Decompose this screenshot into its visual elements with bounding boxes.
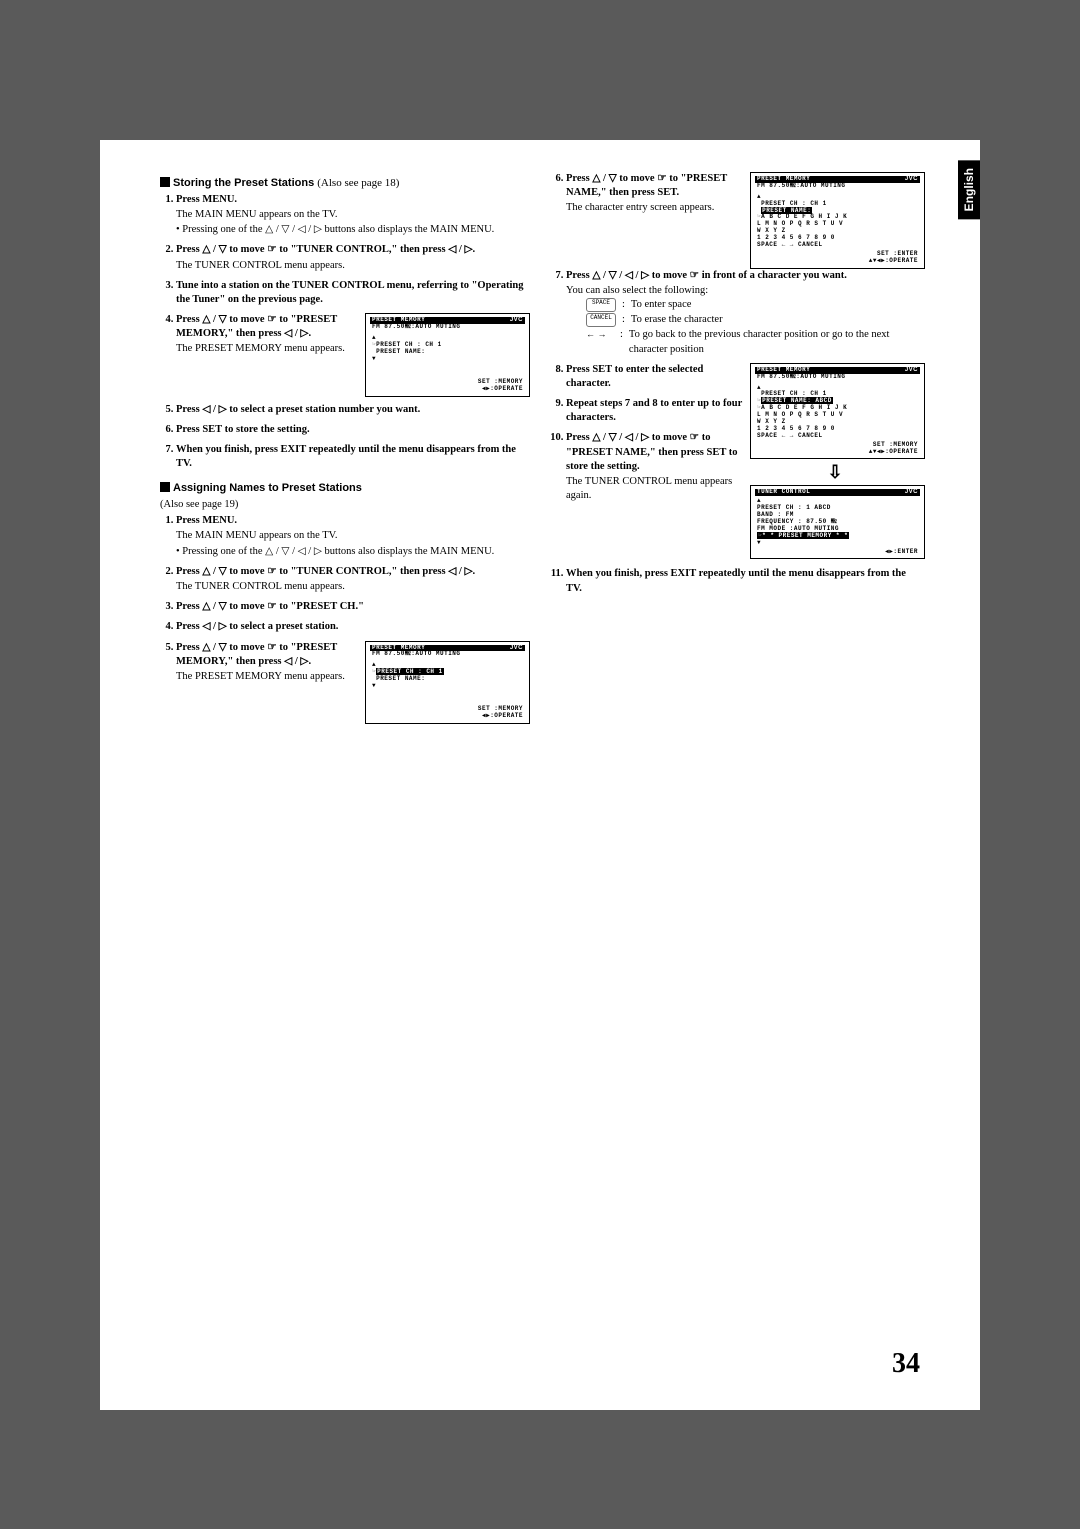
osd-char-entry-abcd: PRESET MEMORYJVC FM 87.50㎒:AUTO MUTING ▲… — [750, 363, 925, 460]
language-tab: English — [958, 160, 980, 219]
storing-steps: Press MENU. The MAIN MENU appears on the… — [160, 193, 530, 471]
assigning-step-11: When you finish, press EXIT repeatedly u… — [566, 559, 920, 595]
assigning-step-6: PRESET MEMORYJVC FM 87.50㎒:AUTO MUTING ▲… — [566, 172, 920, 216]
storing-step-1: Press MENU. The MAIN MENU appears on the… — [176, 193, 530, 238]
assigning-step-4: Press ◁ / ▷ to select a preset station. — [176, 620, 530, 634]
osd-tuner-control: TUNER CONTROLJVC ▲ PRESET CH : 1 ABCD BA… — [750, 485, 925, 559]
assigning-steps-cont: PRESET MEMORYJVC FM 87.50㎒:AUTO MUTING ▲… — [550, 172, 920, 596]
left-column: Storing the Preset Stations (Also see pa… — [160, 170, 530, 730]
storing-step-6: Press SET to store the setting. — [176, 423, 530, 437]
storing-step-3: Tune into a station on the TUNER CONTROL… — [176, 279, 530, 307]
assigning-steps: Press MENU. The MAIN MENU appears on the… — [160, 514, 530, 724]
flow-arrow-icon: ⇩ — [750, 463, 920, 481]
osd-char-entry: PRESET MEMORYJVC FM 87.50㎒:AUTO MUTING ▲… — [750, 172, 925, 269]
page-number: 34 — [892, 1348, 920, 1380]
storing-step-2: Press △ / ▽ to move ☞ to "TUNER CONTROL,… — [176, 243, 530, 272]
assigning-heading: Assigning Names to Preset Stations — [160, 481, 530, 496]
storing-step-5: Press ◁ / ▷ to select a preset station n… — [176, 403, 530, 417]
osd-preset-memory-1: PRESET MEMORYJVC FM 87.50㎒:AUTO MUTING ▲… — [365, 313, 530, 397]
assigning-step-1: Press MENU. The MAIN MENU appears on the… — [176, 514, 530, 559]
assigning-step-7: Press △ / ▽ / ◁ / ▷ to move ☞ in front o… — [566, 269, 920, 357]
osd-preset-memory-2: PRESET MEMORYJVC FM 87.50㎒:AUTO MUTING ▲… — [365, 641, 530, 725]
assigning-step-8: PRESET MEMORYJVC FM 87.50㎒:AUTO MUTING ▲… — [566, 363, 920, 391]
assigning-step-2: Press △ / ▽ to move ☞ to "TUNER CONTROL,… — [176, 565, 530, 594]
storing-heading: Storing the Preset Stations (Also see pa… — [160, 176, 530, 191]
assigning-also: (Also see page 19) — [160, 498, 530, 512]
assigning-step-3: Press △ / ▽ to move ☞ to "PRESET CH." — [176, 600, 530, 614]
storing-step-4: Press △ / ▽ to move ☞ to "PRESET MEMORY,… — [176, 313, 530, 397]
key-legend: SPACE:To enter space CANCEL:To erase the… — [586, 298, 920, 357]
assigning-step-5: Press △ / ▽ to move ☞ to "PRESET MEMORY,… — [176, 641, 530, 725]
storing-step-7: When you finish, press EXIT repeatedly u… — [176, 443, 530, 471]
right-column: PRESET MEMORYJVC FM 87.50㎒:AUTO MUTING ▲… — [550, 170, 920, 730]
